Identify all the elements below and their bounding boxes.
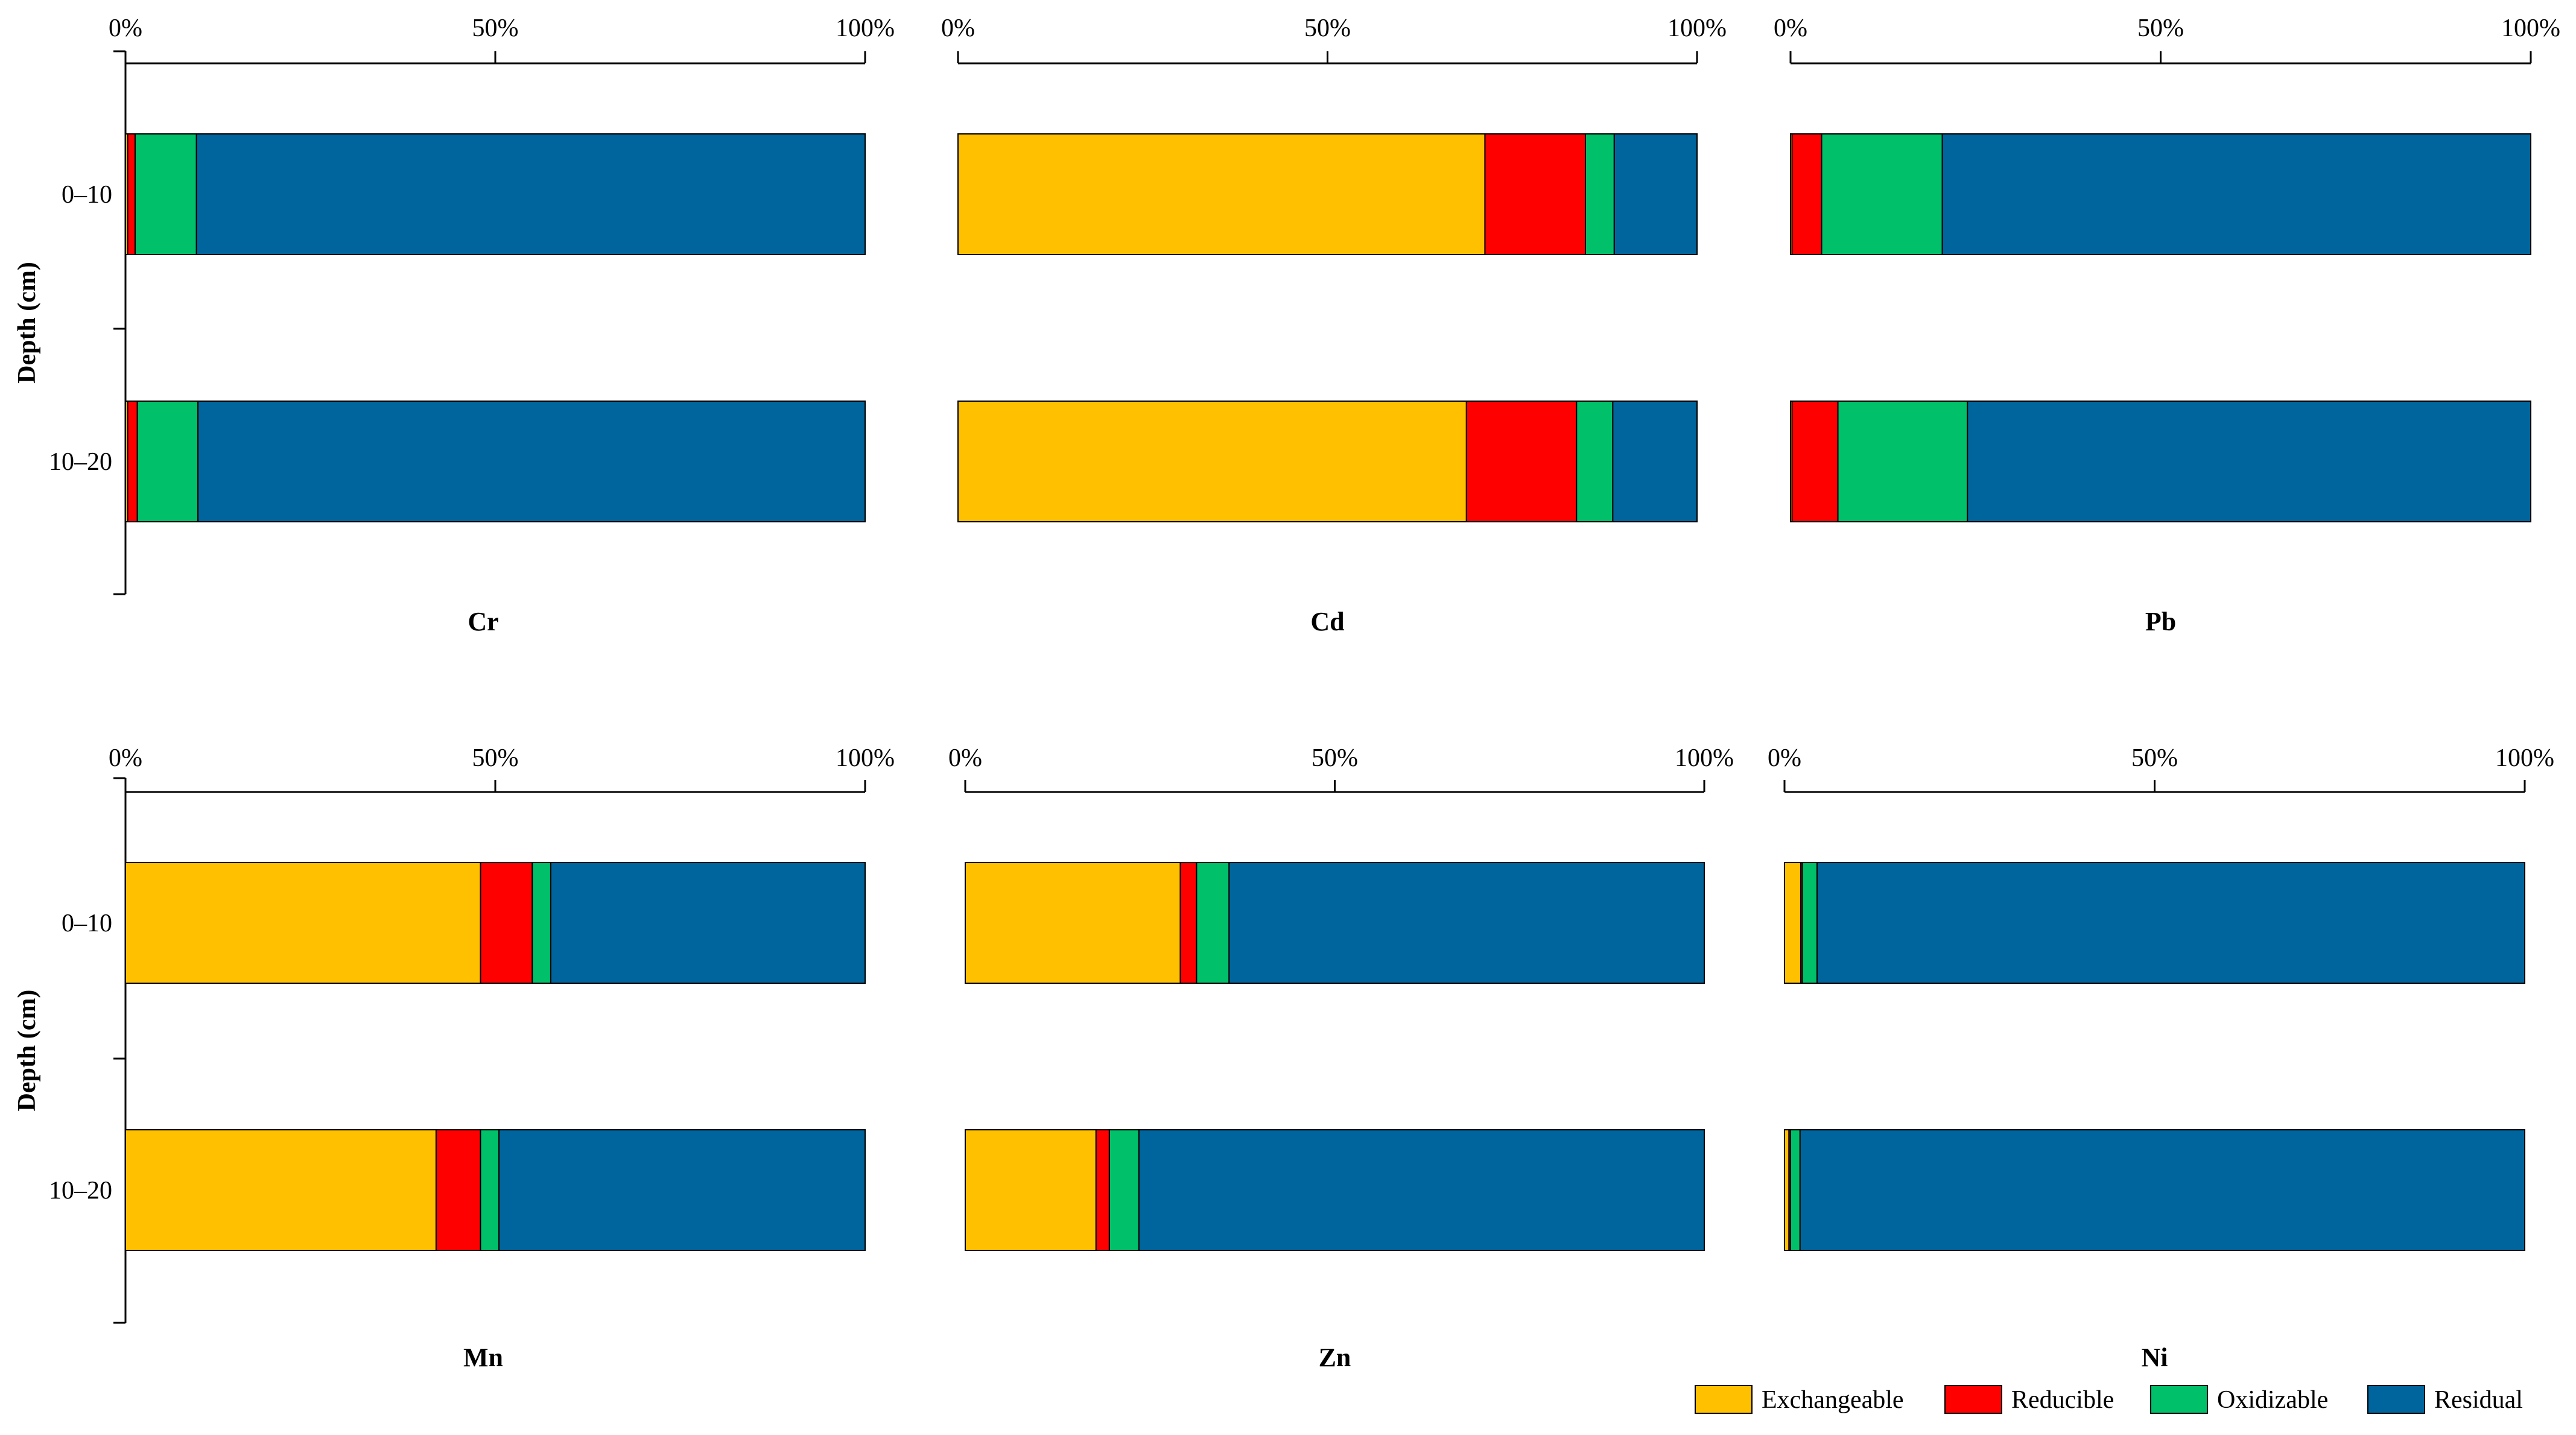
bar-cd-10-20-reducible [1465, 401, 1578, 522]
bar-mn-0-10-oxidizable [531, 862, 551, 984]
bar-ni-0-10-oxidizable [1801, 862, 1818, 984]
x-tick-label-pb-0: 0% [1774, 14, 1807, 42]
bar-zn-0-10-oxidizable [1196, 862, 1230, 984]
legend-label-oxidizable: Oxidizable [2217, 1386, 2328, 1414]
legend-swatch-oxidizable [2150, 1385, 2208, 1414]
panel-title-cr: Cr [468, 607, 498, 636]
x-tick-label-cd-1: 50% [1304, 14, 1351, 42]
bar-pb-0-10-oxidizable [1821, 133, 1943, 255]
bar-cd-0-10-residual [1613, 133, 1698, 255]
bar-ni-10-20-exchangeable [1784, 1129, 1790, 1251]
legend-swatch-reducible [1944, 1385, 2002, 1414]
bar-zn-0-10-exchangeable [965, 862, 1181, 984]
legend-label-reducible: Reducible [2011, 1386, 2114, 1414]
x-tick-label-pb-1: 50% [2137, 14, 2184, 42]
x-tick-label-cr-2: 100% [836, 14, 895, 42]
x-tick-label-mn-1: 50% [472, 744, 519, 772]
bar-ni-0-10-residual [1816, 862, 2525, 984]
bar-pb-0-10-reducible [1791, 133, 1823, 255]
bar-mn-10-20-oxidizable [480, 1129, 500, 1251]
x-tick-label-cd-2: 100% [1667, 14, 1727, 42]
depth-label-row-0-10-20: 10–20 [49, 448, 112, 476]
depth-label-row-0-0-10: 0–10 [62, 181, 112, 209]
bar-zn-0-10-residual [1228, 862, 1705, 984]
bar-cd-10-20-oxidizable [1576, 401, 1614, 522]
x-tick-label-mn-0: 0% [109, 744, 142, 772]
bar-mn-10-20-exchangeable [125, 1129, 437, 1251]
bar-mn-10-20-residual [498, 1129, 866, 1251]
panel-title-cd: Cd [1310, 607, 1344, 636]
x-tick-label-cr-1: 50% [472, 14, 519, 42]
bar-pb-10-20-reducible [1791, 401, 1839, 522]
bar-ni-10-20-residual [1799, 1129, 2526, 1251]
bar-pb-10-20-oxidizable [1837, 401, 1968, 522]
bar-mn-0-10-reducible [480, 862, 533, 984]
x-tick-label-ni-2: 100% [2495, 744, 2554, 772]
legend-swatch-exchangeable [1695, 1385, 1753, 1414]
bar-cr-0-10-oxidizable [134, 133, 197, 255]
bar-zn-0-10-reducible [1179, 862, 1198, 984]
x-tick-label-pb-2: 100% [2501, 14, 2560, 42]
bar-zn-10-20-reducible [1095, 1129, 1110, 1251]
panel-title-mn: Mn [463, 1343, 503, 1372]
panel-title-pb: Pb [2145, 607, 2176, 636]
bar-zn-10-20-residual [1138, 1129, 1705, 1251]
bar-cd-0-10-oxidizable [1585, 133, 1615, 255]
bar-mn-0-10-exchangeable [125, 862, 481, 984]
x-tick-label-zn-0: 0% [948, 744, 982, 772]
bar-cr-10-20-oxidizable [136, 401, 199, 522]
bar-cr-0-10-reducible [127, 133, 136, 255]
bar-pb-10-20-residual [1967, 401, 2531, 522]
legend-swatch-residual [2367, 1385, 2425, 1414]
bar-cd-0-10-reducible [1484, 133, 1587, 255]
y-axis-title-row-0: Depth (cm) [13, 262, 41, 384]
bar-cr-10-20-residual [197, 401, 866, 522]
x-tick-label-zn-2: 100% [1675, 744, 1734, 772]
bar-mn-10-20-reducible [435, 1129, 481, 1251]
panel-title-ni: Ni [2142, 1343, 2168, 1372]
depth-label-row-1-10-20: 10–20 [49, 1177, 112, 1205]
x-tick-label-mn-2: 100% [836, 744, 895, 772]
bar-cd-10-20-exchangeable [957, 401, 1467, 522]
bar-cd-0-10-exchangeable [957, 133, 1486, 255]
bar-cr-0-10-residual [195, 133, 866, 255]
legend-label-exchangeable: Exchangeable [1762, 1386, 1904, 1414]
x-tick-label-cd-0: 0% [941, 14, 975, 42]
depth-label-row-1-0-10: 0–10 [62, 910, 112, 937]
bar-pb-0-10-residual [1941, 133, 2531, 255]
panel-title-zn: Zn [1319, 1343, 1351, 1372]
x-tick-label-zn-1: 50% [1312, 744, 1358, 772]
y-axis-title-row-1: Depth (cm) [13, 990, 41, 1112]
bar-cr-10-20-reducible [127, 401, 138, 522]
bar-zn-10-20-oxidizable [1108, 1129, 1140, 1251]
bar-zn-10-20-exchangeable [965, 1129, 1097, 1251]
bar-mn-0-10-residual [550, 862, 866, 984]
legend-label-residual: Residual [2434, 1386, 2523, 1414]
x-tick-label-cr-0: 0% [109, 14, 142, 42]
bar-cd-10-20-residual [1612, 401, 1698, 522]
bar-ni-0-10-exchangeable [1784, 862, 1801, 984]
x-tick-label-ni-0: 0% [1768, 744, 1801, 772]
bar-ni-10-20-oxidizable [1789, 1129, 1801, 1251]
x-tick-label-ni-1: 50% [2131, 744, 2178, 772]
